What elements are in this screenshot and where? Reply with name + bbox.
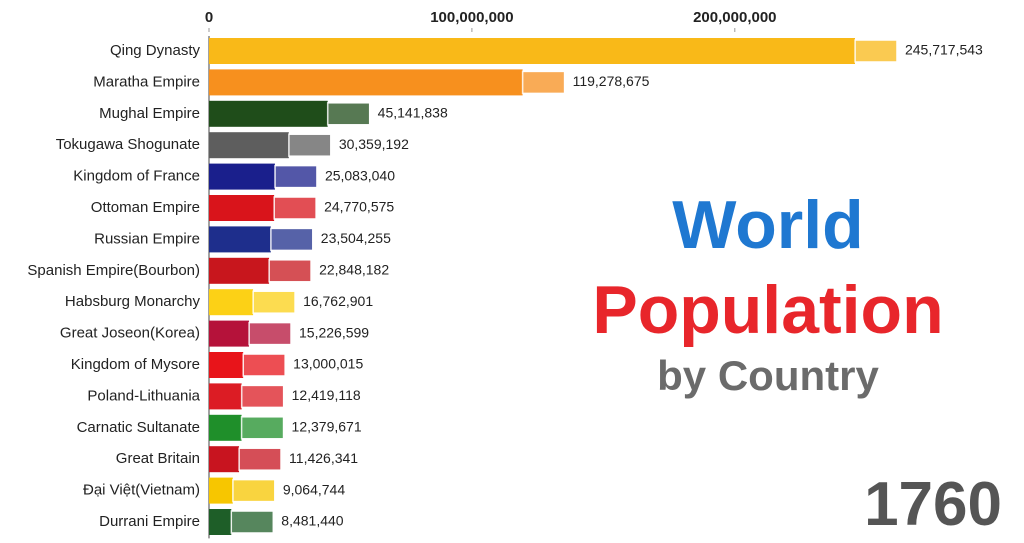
value-label: 30,359,192: [339, 136, 409, 152]
category-label: Qing Dynasty: [110, 42, 201, 59]
value-label: 119,278,675: [573, 73, 650, 89]
value-label: 45,141,838: [378, 105, 448, 121]
flag: [230, 510, 275, 534]
category-label: Habsburg Monarchy: [65, 293, 201, 310]
value-label: 24,770,575: [324, 199, 394, 215]
value-label: 16,762,901: [303, 293, 373, 309]
value-label: 25,083,040: [325, 167, 395, 183]
value-label: 23,504,255: [321, 230, 391, 246]
category-label: Spanish Empire(Bourbon): [27, 262, 200, 279]
category-label: Ottoman Empire: [91, 199, 200, 216]
category-label: Poland-Lithuania: [87, 387, 200, 404]
bar: [209, 195, 275, 221]
flag: [326, 102, 371, 126]
bar: [209, 414, 242, 441]
bar: [209, 257, 270, 284]
category-label: Tokugawa Shogunate: [56, 136, 200, 153]
bar: [209, 226, 271, 253]
bar: [209, 163, 275, 190]
category-label: Russian Empire: [94, 230, 200, 247]
flag: [242, 353, 286, 377]
flag: [270, 227, 314, 252]
bar: [209, 289, 254, 316]
value-label: 15,226,599: [299, 324, 369, 340]
value-label: 11,426,341: [289, 450, 358, 466]
bar: [209, 100, 328, 127]
bar: [209, 320, 250, 347]
flag: [232, 478, 276, 503]
flag: [240, 416, 285, 440]
flag: [248, 321, 292, 346]
category-label: Maratha Empire: [93, 73, 200, 90]
value-label: 245,717,543: [905, 42, 983, 58]
category-label: Kingdom of France: [73, 168, 200, 185]
x-tick-label: 0: [205, 9, 213, 26]
category-label: Durrani Empire: [99, 513, 200, 530]
bar: [209, 477, 233, 504]
flag: [268, 259, 312, 283]
flag: [273, 196, 317, 220]
bar: [209, 446, 240, 473]
bar: [209, 383, 242, 410]
value-label: 8,481,440: [281, 513, 343, 529]
bar: [209, 509, 232, 535]
flag: [288, 133, 332, 157]
value-label: 22,848,182: [319, 262, 389, 278]
category-label: Kingdom of Mysore: [71, 356, 200, 373]
chart-subtitle: Population: [592, 272, 943, 348]
bar: [209, 69, 523, 96]
bar: [209, 352, 244, 378]
value-label: 12,379,671: [292, 419, 362, 435]
bar: [209, 132, 289, 159]
category-label: Great Joseon(Korea): [60, 325, 200, 342]
value-label: 12,419,118: [292, 387, 361, 403]
category-label: Mughal Empire: [99, 105, 200, 122]
chart-title: World: [672, 187, 863, 263]
flag: [274, 164, 318, 189]
flag: [854, 39, 898, 63]
flag: [240, 384, 285, 409]
flag: [238, 447, 282, 471]
value-label: 13,000,015: [293, 356, 363, 372]
flag: [521, 70, 566, 95]
chart-caption: by Country: [657, 352, 879, 399]
x-tick-label: 100,000,000: [430, 9, 513, 26]
x-tick-label: 200,000,000: [693, 9, 776, 26]
category-label: Đại Việt(Vietnam): [83, 482, 200, 499]
year-label: 1760: [864, 470, 1002, 539]
value-label: 9,064,744: [283, 481, 345, 497]
category-label: Great Britain: [116, 450, 200, 467]
bar: [209, 38, 855, 64]
category-label: Carnatic Sultanate: [77, 419, 200, 436]
flag: [252, 290, 296, 314]
